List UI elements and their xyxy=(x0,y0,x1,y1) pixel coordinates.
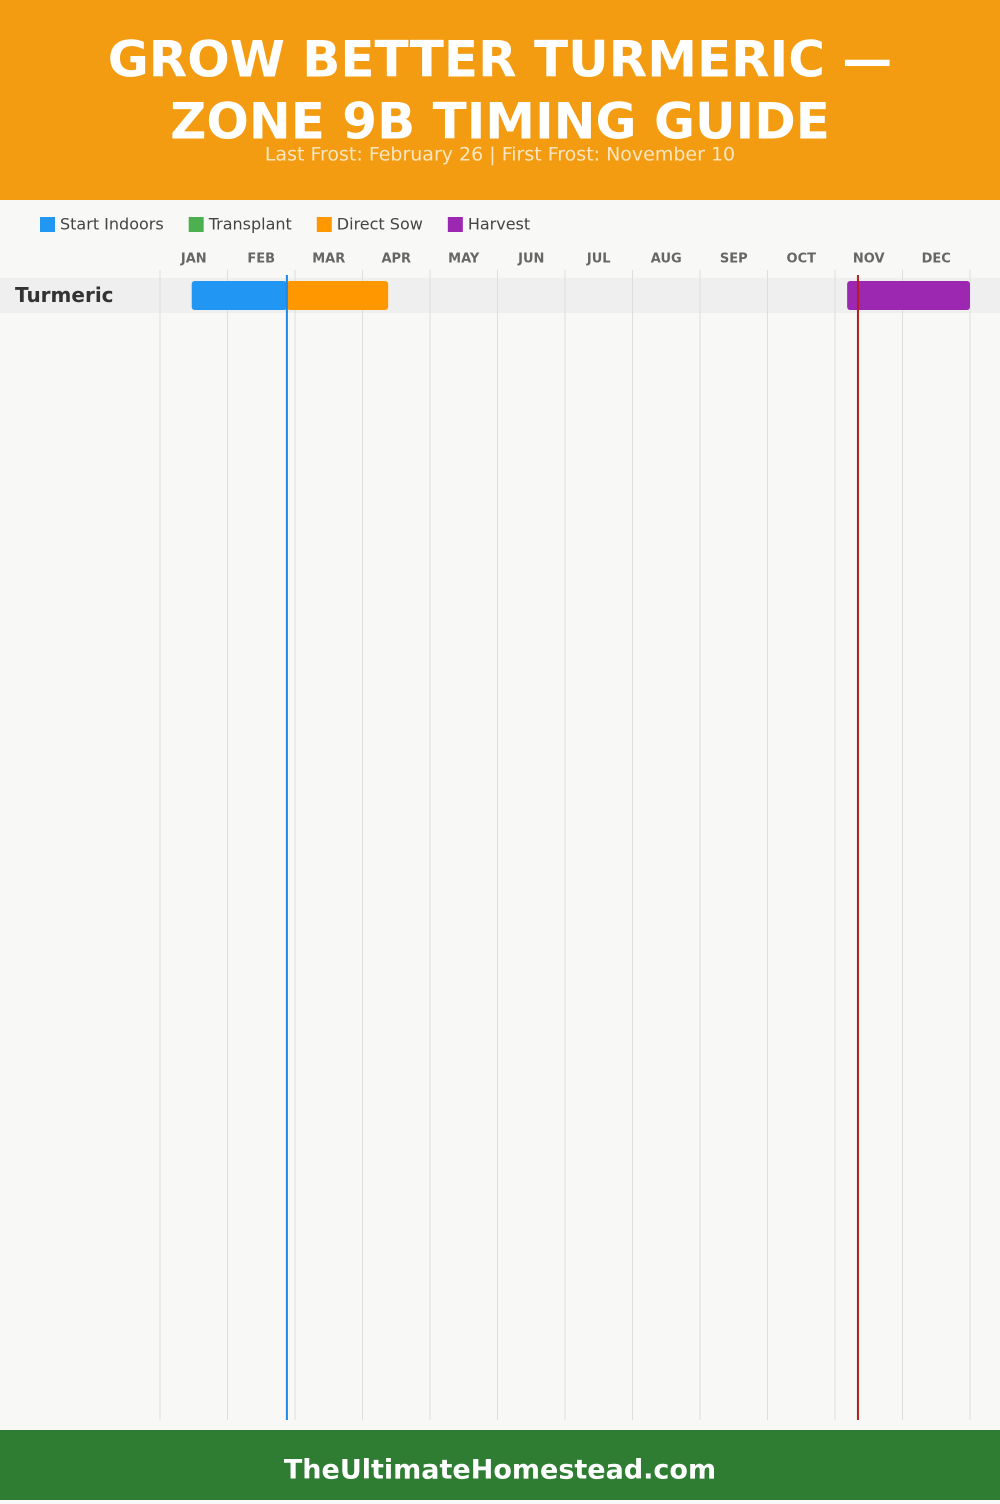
legend-label: Transplant xyxy=(208,215,292,234)
title: GROW BETTER TURMERIC — xyxy=(108,31,893,89)
month-label: JUN xyxy=(517,252,544,267)
month-label: DEC xyxy=(922,252,951,267)
legend-swatch xyxy=(316,217,332,232)
legend-swatch xyxy=(447,217,463,232)
month-label: JUL xyxy=(586,252,611,267)
footer-band xyxy=(0,1430,1000,1500)
legend-label: Harvest xyxy=(468,215,530,234)
legend-label: Start Indoors xyxy=(60,215,164,234)
month-label: APR xyxy=(381,252,411,267)
bar xyxy=(847,281,970,310)
subtitle: Last Frost: February 26 | First Frost: N… xyxy=(265,144,735,166)
row-label: Turmeric xyxy=(15,283,114,307)
month-label: MAY xyxy=(448,252,480,267)
legend-swatch xyxy=(188,217,204,232)
month-label: FEB xyxy=(247,252,275,267)
bar xyxy=(286,281,389,310)
legend-swatch xyxy=(40,217,55,232)
footer: TheUltimateHomestead.com xyxy=(284,1455,716,1486)
row-band xyxy=(0,278,1000,313)
chart-background xyxy=(0,200,1000,1430)
month-label: OCT xyxy=(787,252,817,267)
header-band xyxy=(0,0,1000,200)
month-label: MAR xyxy=(312,252,345,267)
title: ZONE 9B TIMING GUIDE xyxy=(170,93,830,151)
month-label: AUG xyxy=(651,252,682,267)
month-label: JAN xyxy=(180,252,207,267)
month-label: NOV xyxy=(853,252,885,267)
bar xyxy=(191,281,287,310)
month-label: SEP xyxy=(720,252,748,267)
legend-label: Direct Sow xyxy=(337,215,423,234)
